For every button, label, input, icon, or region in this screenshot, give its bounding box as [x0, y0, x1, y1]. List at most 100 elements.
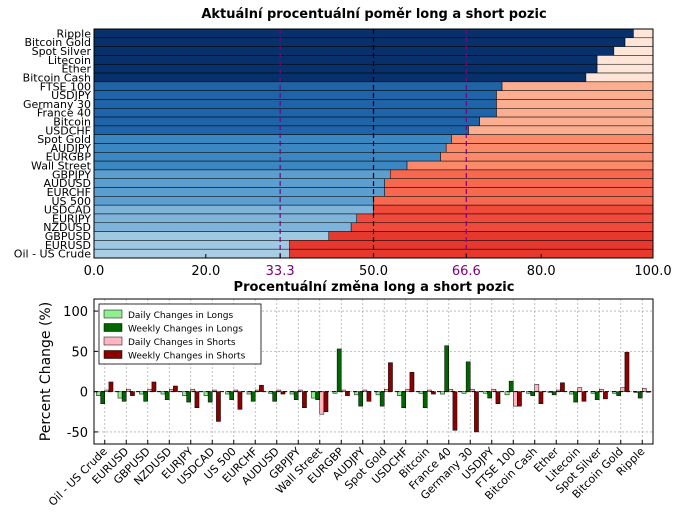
category-label-usdcad: USDCAD — [44, 204, 91, 217]
bar-daily-changes-in-shorts-bitcoin — [427, 389, 432, 392]
bar-weekly-changes-in-longs-ether — [551, 391, 557, 396]
top-chart-title: Aktuální procentuální poměr long a short… — [201, 7, 546, 22]
bar-weekly-changes-in-longs-audusd — [272, 391, 278, 402]
category-label-bitcoin: Bitcoin — [53, 115, 91, 128]
legend-label-daily-changes-in-longs: Daily Changes in Longs — [128, 311, 233, 321]
bar-weekly-changes-in-shorts-audjpy — [366, 391, 372, 402]
bar-daily-changes-in-longs-usdcad — [203, 391, 209, 396]
bar-weekly-changes-in-longs-ripple — [637, 391, 643, 399]
short-bar-audusd — [384, 178, 654, 188]
bar-daily-changes-in-shorts-france-40 — [448, 388, 454, 392]
bar-daily-changes-in-shorts-ftse-100 — [513, 391, 518, 407]
short-bar-spot-silver — [613, 46, 654, 56]
long-bar-gbpusd — [93, 231, 330, 241]
bar-weekly-changes-in-longs-france-40 — [444, 345, 450, 392]
bar-weekly-changes-in-longs-gbpjpy — [293, 391, 299, 400]
y-tick-label: 0 — [80, 386, 88, 401]
bar-weekly-changes-in-longs-bitcoin-gold — [616, 391, 621, 396]
category-label-eurchf: EURCHF — [47, 186, 91, 199]
bar-weekly-changes-in-longs-bitcoin-cash — [530, 391, 535, 396]
category-label-ftse-100: FTSE 100 — [40, 80, 91, 93]
short-bar-bitcoin-gold — [624, 37, 654, 47]
short-bar-france-40 — [496, 108, 654, 118]
category-label-eurusd: EURUSD — [45, 239, 91, 252]
bar-daily-changes-in-shorts-wall-street — [319, 391, 325, 415]
long-bar-nzdusd — [93, 222, 352, 232]
short-bar-usdchf — [468, 125, 654, 135]
bar-weekly-changes-in-shorts-usdjpy — [495, 391, 501, 404]
bar-daily-changes-in-shorts-ripple — [642, 388, 647, 392]
category-label-nzdusd: NZDUSD — [43, 221, 91, 234]
bar-daily-changes-in-shorts-eurusd — [126, 388, 131, 392]
short-bar-audjpy — [445, 143, 654, 153]
y-tick-label: 50 — [71, 345, 88, 360]
bar-weekly-changes-in-shorts-bitcoin-cash — [538, 391, 544, 404]
bar-weekly-changes-in-shorts-wall-street — [323, 391, 329, 413]
bar-weekly-changes-in-shorts-nzdusd — [173, 385, 178, 392]
long-bar-us-500 — [93, 196, 374, 206]
short-bar-gbpusd — [328, 231, 654, 241]
bar-weekly-changes-in-shorts-eurchf — [259, 384, 264, 392]
bar-daily-changes-in-longs-germany-30 — [461, 391, 467, 394]
bar-weekly-changes-in-longs-litecoin — [573, 391, 578, 403]
short-bar-bitcoin-cash — [585, 72, 654, 83]
long-bar-eurjpy — [93, 213, 357, 224]
short-bar-us-500 — [373, 196, 654, 206]
long-bar-audusd — [93, 178, 385, 188]
bar-weekly-changes-in-shorts-eurjpy — [194, 391, 200, 408]
bar-weekly-changes-in-longs-usdjpy — [487, 391, 493, 399]
legend-swatch-weekly-changes-in-shorts — [103, 350, 123, 359]
category-label-germany-30: Germany 30 — [23, 98, 91, 111]
bar-weekly-changes-in-longs-usdcad — [207, 391, 213, 403]
bar-daily-changes-in-longs-oil-us-crude — [96, 391, 101, 396]
category-label-france-40: France 40 — [37, 107, 91, 120]
category-label-eurjpy: EURJPY — [52, 212, 91, 225]
bar-weekly-changes-in-shorts-ether — [560, 382, 565, 392]
long-bar-spot-gold — [93, 134, 453, 144]
x-tick-label: 80.0 — [527, 264, 556, 279]
short-bar-germany-30 — [496, 99, 654, 109]
bar-weekly-changes-in-shorts-spot-gold — [388, 362, 393, 392]
bar-weekly-changes-in-shorts-usdcad — [216, 391, 221, 422]
long-bar-audjpy — [93, 143, 447, 153]
short-bar-ftse-100 — [501, 81, 654, 91]
short-bar-spot-gold — [451, 134, 654, 144]
short-bar-eurjpy — [356, 213, 654, 224]
bar-weekly-changes-in-longs-eurusd — [121, 391, 127, 402]
short-bar-bitcoin — [479, 116, 654, 127]
long-bar-usdjpy — [93, 90, 497, 100]
bar-weekly-changes-in-shorts-ftse-100 — [517, 391, 522, 407]
long-bar-litecoin — [93, 55, 598, 65]
bar-weekly-changes-in-longs-eurchf — [250, 391, 256, 402]
category-label-us-500: US 500 — [51, 195, 91, 208]
y-tick-label: 100 — [63, 305, 88, 320]
bar-daily-changes-in-shorts-bitcoin-gold — [620, 387, 626, 392]
legend-label-weekly-changes-in-longs: Weekly Changes in Longs — [128, 325, 243, 335]
bar-weekly-changes-in-shorts-litecoin — [581, 391, 587, 402]
legend-swatch-weekly-changes-in-longs — [103, 323, 123, 332]
x-tick-label: 100.0 — [634, 264, 671, 279]
category-label-litecoin: Litecoin — [48, 54, 91, 67]
long-bar-usdchf — [93, 125, 469, 135]
short-bar-gbpjpy — [390, 169, 654, 179]
bar-weekly-changes-in-shorts-oil-us-crude — [108, 381, 114, 392]
legend-label-weekly-changes-in-shorts: Weekly Changes in Shorts — [128, 352, 246, 362]
legend-swatch-daily-changes-in-shorts — [103, 336, 123, 346]
bar-daily-changes-in-longs-usdchf — [397, 391, 402, 396]
bar-daily-changes-in-longs-france-40 — [440, 391, 445, 395]
long-bar-wall-street — [93, 160, 408, 171]
bar-daily-changes-in-shorts-audjpy — [362, 389, 368, 392]
bar-weekly-changes-in-shorts-us-500 — [237, 391, 243, 410]
long-bar-france-40 — [93, 108, 497, 118]
x-tick-label: 50.0 — [359, 264, 388, 279]
bar-weekly-changes-in-shorts-germany-30 — [474, 391, 479, 433]
long-bar-eurchf — [93, 187, 385, 197]
bottom-plot-frame — [93, 298, 654, 445]
legend-swatch-daily-changes-in-longs — [103, 309, 123, 319]
bar-daily-changes-in-shorts-eurgbp — [341, 389, 346, 392]
y-tick-label: -50 — [67, 426, 88, 441]
category-label-oil-us-crude: Oil - US Crude — [14, 248, 91, 261]
